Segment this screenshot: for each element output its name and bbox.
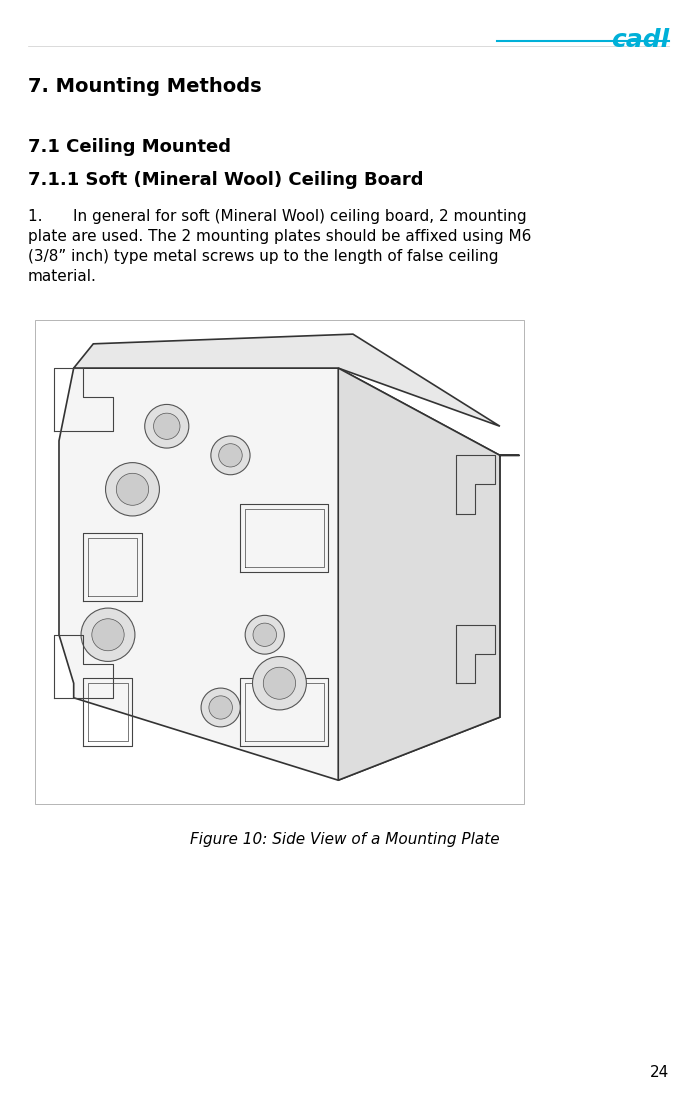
Ellipse shape [81,608,135,661]
Text: cadl: cadl [611,28,669,52]
Text: 7.1.1 Soft (Mineral Wool) Ceiling Board: 7.1.1 Soft (Mineral Wool) Ceiling Board [28,171,423,188]
Text: 24: 24 [650,1065,669,1080]
Text: 7.1 Ceiling Mounted: 7.1 Ceiling Mounted [28,138,230,155]
Ellipse shape [211,436,250,475]
Ellipse shape [201,688,240,727]
Ellipse shape [219,444,242,467]
FancyBboxPatch shape [34,320,524,804]
Polygon shape [59,368,500,780]
Text: 7. Mounting Methods: 7. Mounting Methods [28,77,262,96]
Polygon shape [338,368,520,780]
Ellipse shape [92,618,124,651]
Text: 1.  In general for soft (Mineral Wool) ceiling board, 2 mounting
plate are used.: 1. In general for soft (Mineral Wool) ce… [28,209,531,284]
Ellipse shape [117,473,148,506]
Ellipse shape [253,623,277,647]
Ellipse shape [106,463,159,516]
Text: Figure 10: Side View of a Mounting Plate: Figure 10: Side View of a Mounting Plate [190,832,500,847]
Ellipse shape [145,404,189,449]
Polygon shape [74,334,500,426]
Ellipse shape [245,615,284,655]
Ellipse shape [154,413,180,440]
Ellipse shape [253,657,306,710]
Ellipse shape [264,667,295,700]
Ellipse shape [209,695,233,720]
